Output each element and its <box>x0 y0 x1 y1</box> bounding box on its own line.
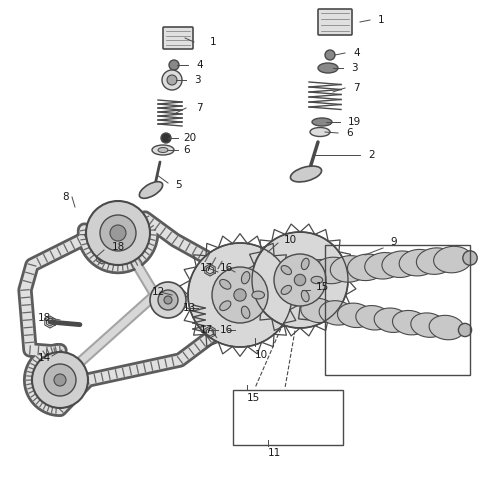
Circle shape <box>150 282 186 318</box>
Text: 17: 17 <box>200 325 213 335</box>
Text: 5: 5 <box>175 180 181 190</box>
Text: 11: 11 <box>268 448 281 458</box>
Text: 14: 14 <box>38 353 51 363</box>
Text: 15: 15 <box>316 282 329 292</box>
Circle shape <box>161 133 171 143</box>
Ellipse shape <box>416 248 455 274</box>
Ellipse shape <box>330 255 369 282</box>
Circle shape <box>167 75 177 85</box>
Circle shape <box>274 254 326 306</box>
Ellipse shape <box>312 118 332 126</box>
Bar <box>325 245 470 375</box>
Circle shape <box>188 243 292 347</box>
Text: 16: 16 <box>220 263 233 273</box>
Ellipse shape <box>310 128 330 137</box>
Ellipse shape <box>399 250 437 276</box>
Ellipse shape <box>301 258 309 269</box>
Circle shape <box>212 267 268 323</box>
Circle shape <box>86 201 150 265</box>
Ellipse shape <box>301 290 309 302</box>
Text: 18: 18 <box>38 313 51 323</box>
Circle shape <box>54 374 66 386</box>
Circle shape <box>294 274 306 286</box>
Ellipse shape <box>281 265 291 274</box>
Circle shape <box>162 70 182 90</box>
Text: 16: 16 <box>220 325 233 335</box>
Circle shape <box>463 251 477 265</box>
FancyBboxPatch shape <box>163 27 193 49</box>
Text: 10: 10 <box>284 235 297 245</box>
Ellipse shape <box>318 63 338 73</box>
FancyBboxPatch shape <box>318 9 352 35</box>
Text: 15: 15 <box>247 393 260 403</box>
Ellipse shape <box>225 328 239 340</box>
Text: 7: 7 <box>196 103 203 113</box>
Ellipse shape <box>290 166 322 182</box>
Text: 4: 4 <box>196 60 203 70</box>
Text: 8: 8 <box>62 192 69 202</box>
Polygon shape <box>299 297 466 335</box>
Circle shape <box>110 225 126 241</box>
Ellipse shape <box>252 291 264 299</box>
Ellipse shape <box>220 279 231 289</box>
Ellipse shape <box>241 271 250 284</box>
Ellipse shape <box>393 310 428 335</box>
Ellipse shape <box>301 298 336 323</box>
Text: 12: 12 <box>152 287 165 297</box>
Text: 3: 3 <box>351 63 358 73</box>
Ellipse shape <box>337 303 372 327</box>
Ellipse shape <box>365 252 403 279</box>
Text: 6: 6 <box>183 145 190 155</box>
Ellipse shape <box>311 276 323 283</box>
Bar <box>233 390 343 445</box>
Ellipse shape <box>374 308 409 332</box>
Ellipse shape <box>158 148 168 153</box>
Circle shape <box>44 364 76 396</box>
Text: 18: 18 <box>112 242 125 252</box>
Text: 3: 3 <box>194 75 201 85</box>
Text: 20: 20 <box>183 133 196 143</box>
Text: 19: 19 <box>348 117 361 127</box>
Ellipse shape <box>348 254 386 280</box>
Circle shape <box>32 352 88 408</box>
Ellipse shape <box>429 315 464 340</box>
Ellipse shape <box>319 301 354 325</box>
Ellipse shape <box>313 257 351 284</box>
Text: 6: 6 <box>346 128 353 138</box>
Circle shape <box>169 60 179 70</box>
Circle shape <box>234 289 246 301</box>
Ellipse shape <box>281 285 291 294</box>
Text: 10: 10 <box>255 350 268 360</box>
Ellipse shape <box>225 266 239 278</box>
Ellipse shape <box>220 301 231 310</box>
Circle shape <box>164 296 172 304</box>
Ellipse shape <box>433 247 472 273</box>
Text: 7: 7 <box>353 83 360 93</box>
Polygon shape <box>314 252 470 284</box>
Ellipse shape <box>152 145 174 155</box>
Ellipse shape <box>139 182 163 198</box>
Ellipse shape <box>411 313 446 337</box>
Text: 9: 9 <box>390 237 396 247</box>
Ellipse shape <box>241 306 250 318</box>
Circle shape <box>325 50 335 60</box>
Circle shape <box>252 232 348 328</box>
Text: 4: 4 <box>353 48 360 58</box>
Circle shape <box>458 323 471 337</box>
Text: 1: 1 <box>210 37 216 47</box>
Circle shape <box>100 215 136 251</box>
Text: 1: 1 <box>378 15 384 25</box>
Text: 2: 2 <box>368 150 374 160</box>
Circle shape <box>158 290 178 310</box>
Text: 17: 17 <box>200 263 213 273</box>
Text: 13: 13 <box>183 303 196 313</box>
Ellipse shape <box>356 305 391 330</box>
Ellipse shape <box>382 251 420 277</box>
